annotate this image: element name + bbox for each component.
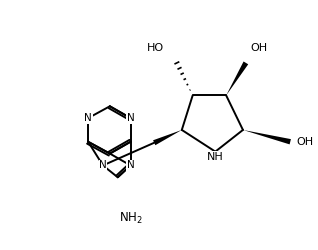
Polygon shape — [153, 130, 182, 145]
Text: HO: HO — [147, 43, 164, 53]
Text: OH: OH — [251, 43, 268, 53]
Text: N: N — [127, 113, 135, 123]
Polygon shape — [226, 62, 248, 96]
Text: NH$_2$: NH$_2$ — [119, 211, 142, 226]
Text: N: N — [127, 160, 135, 170]
Text: N: N — [84, 113, 92, 123]
Text: NH: NH — [207, 152, 224, 162]
Polygon shape — [243, 130, 291, 144]
Text: N: N — [99, 160, 107, 170]
Text: OH: OH — [296, 137, 313, 147]
